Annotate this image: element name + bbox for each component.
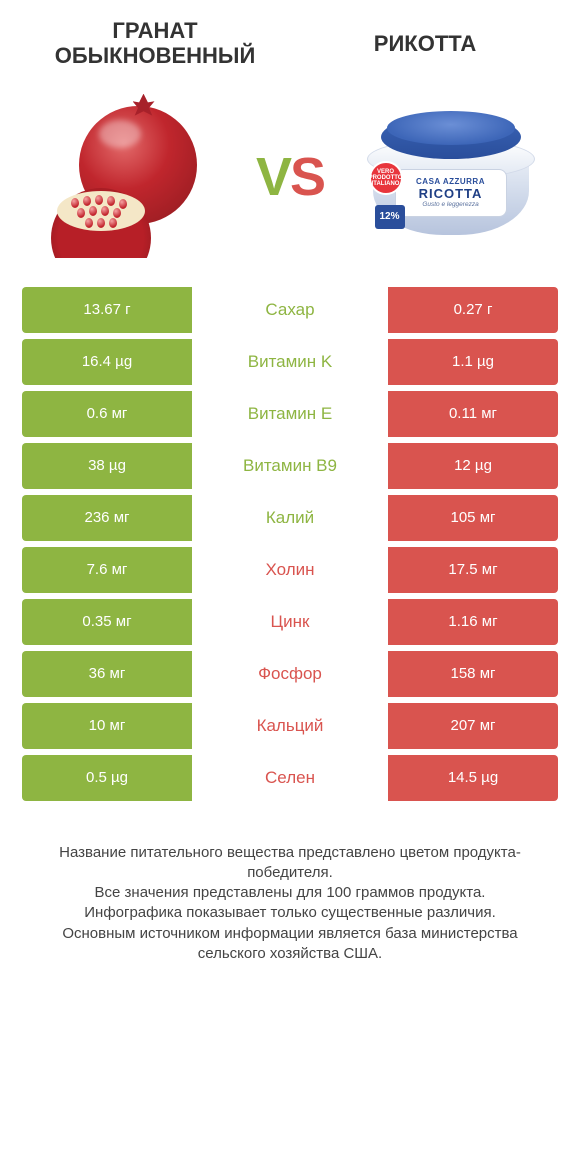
nutrient-label: Фосфор — [192, 651, 388, 697]
right-value: 207 мг — [388, 703, 558, 749]
vs-label: VS — [245, 146, 335, 208]
nutrient-label: Цинк — [192, 599, 388, 645]
left-value: 7.6 мг — [22, 547, 192, 593]
comparison-table: 13.67 гСахар0.27 г 16.4 µgВитамин K1.1 µg… — [0, 287, 580, 801]
left-product-image — [20, 87, 239, 267]
right-value: 1.16 мг — [388, 599, 558, 645]
nutrient-label: Сахар — [192, 287, 388, 333]
table-row: 0.35 мгЦинк1.16 мг — [22, 599, 558, 645]
left-value: 13.67 г — [22, 287, 192, 333]
right-value: 0.11 мг — [388, 391, 558, 437]
table-row: 38 µgВитамин B912 µg — [22, 443, 558, 489]
table-row: 16.4 µgВитамин K1.1 µg — [22, 339, 558, 385]
nutrient-label: Калий — [192, 495, 388, 541]
left-value: 38 µg — [22, 443, 192, 489]
left-product-title: ГРАНАТ ОБЫКНОВЕННЫЙ — [30, 18, 290, 69]
nutrient-label: Кальций — [192, 703, 388, 749]
left-value: 236 мг — [22, 495, 192, 541]
right-value: 17.5 мг — [388, 547, 558, 593]
ricotta-sub: Gusto e leggerezza — [422, 201, 478, 208]
ricotta-badge: VERO PRODOTTO ITALIANO — [369, 161, 403, 195]
right-product-image: CASA AZZURRA RICOTTA Gusto e leggerezza … — [341, 87, 560, 267]
right-value: 0.27 г — [388, 287, 558, 333]
table-row: 36 мгФосфор158 мг — [22, 651, 558, 697]
ricotta-name: RICOTTA — [419, 186, 483, 201]
ricotta-icon: CASA AZZURRA RICOTTA Gusto e leggerezza … — [361, 97, 541, 257]
footer-line: Основным источником информации является … — [28, 924, 552, 965]
nutrient-label: Витамин E — [192, 391, 388, 437]
pomegranate-icon — [45, 92, 215, 262]
table-row: 10 мгКальций207 мг — [22, 703, 558, 749]
right-value: 12 µg — [388, 443, 558, 489]
images-row: VS CASA AZZURRA RICOTTA Gusto e leggerez… — [0, 77, 580, 287]
nutrient-label: Витамин B9 — [192, 443, 388, 489]
left-value: 36 мг — [22, 651, 192, 697]
table-row: 7.6 мгХолин17.5 мг — [22, 547, 558, 593]
right-value: 158 мг — [388, 651, 558, 697]
nutrient-label: Холин — [192, 547, 388, 593]
right-value: 1.1 µg — [388, 339, 558, 385]
table-row: 0.6 мгВитамин E0.11 мг — [22, 391, 558, 437]
right-product-title: РИКОТТА — [290, 31, 550, 56]
left-value: 0.5 µg — [22, 755, 192, 801]
table-row: 0.5 µgСелен14.5 µg — [22, 755, 558, 801]
footer-line: Инфографика показывает только существенн… — [28, 903, 552, 923]
right-value: 105 мг — [388, 495, 558, 541]
left-value: 16.4 µg — [22, 339, 192, 385]
table-row: 236 мгКалий105 мг — [22, 495, 558, 541]
vs-v: V — [256, 147, 290, 207]
left-value: 0.35 мг — [22, 599, 192, 645]
ricotta-brand: CASA AZZURRA — [416, 177, 485, 186]
left-value: 0.6 мг — [22, 391, 192, 437]
footer-line: Все значения представлены для 100 граммо… — [28, 883, 552, 903]
left-value: 10 мг — [22, 703, 192, 749]
footer-note: Название питательного вещества представл… — [0, 807, 580, 965]
nutrient-label: Селен — [192, 755, 388, 801]
right-value: 14.5 µg — [388, 755, 558, 801]
header: ГРАНАТ ОБЫКНОВЕННЫЙ РИКОТТА — [0, 0, 580, 77]
ricotta-pct: 12% — [375, 205, 405, 229]
footer-line: Название питательного вещества представл… — [28, 843, 552, 884]
table-row: 13.67 гСахар0.27 г — [22, 287, 558, 333]
vs-s: S — [290, 147, 324, 207]
nutrient-label: Витамин K — [192, 339, 388, 385]
